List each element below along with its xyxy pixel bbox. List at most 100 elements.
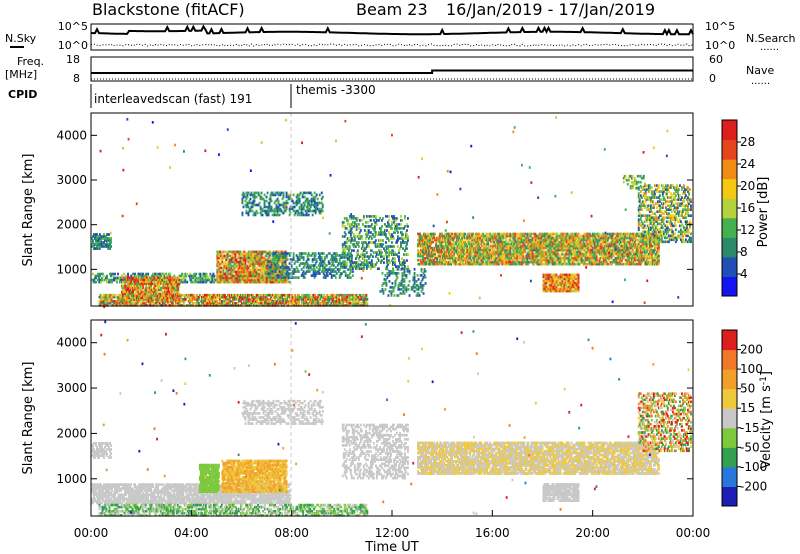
- power-cell: [266, 274, 269, 277]
- power-cell: [248, 270, 251, 274]
- power-cell: [243, 256, 246, 260]
- power-cell: [431, 250, 433, 254]
- power-cell: [170, 288, 173, 292]
- power-cell: [206, 293, 209, 297]
- power-cell: [381, 259, 383, 262]
- power-cell: [278, 272, 281, 276]
- power-cell: [294, 300, 297, 303]
- power-cell: [457, 238, 460, 242]
- power-cell: [136, 296, 139, 300]
- power-cell: [255, 270, 258, 274]
- power-cell: [103, 295, 106, 299]
- power-cell: [254, 262, 257, 266]
- power-cell: [223, 272, 226, 276]
- power-cell: [228, 264, 231, 268]
- power-cell: [401, 278, 404, 281]
- power-cell: [306, 293, 309, 297]
- power-cell: [250, 268, 253, 272]
- power-cell: [117, 304, 120, 307]
- power-cell: [366, 221, 369, 224]
- power-cell: [350, 237, 353, 240]
- power-cell: [394, 263, 396, 266]
- power-cell: [449, 254, 452, 258]
- power-cell: [426, 236, 428, 240]
- power-cell: [287, 276, 290, 280]
- power-cell: [317, 270, 320, 273]
- power-cell: [148, 286, 151, 290]
- power-cell: [255, 203, 258, 207]
- power-cell: [241, 304, 243, 307]
- power-cell: [309, 298, 312, 301]
- power-cell: [268, 262, 271, 266]
- power-cell: [446, 236, 449, 240]
- power-cell: [218, 264, 221, 268]
- power-cell: [247, 266, 250, 270]
- power-cell: [153, 290, 156, 294]
- power-cell: [133, 284, 135, 288]
- power-cell: [153, 286, 156, 290]
- power-cell: [99, 304, 102, 307]
- power-cell: [385, 215, 387, 218]
- power-cell: [426, 256, 428, 260]
- power-cell: [174, 282, 177, 286]
- power-cell: [176, 304, 179, 307]
- power-cell: [348, 247, 351, 250]
- power-cell: [381, 284, 384, 287]
- power-cell: [453, 258, 456, 262]
- power-cell: [363, 259, 366, 262]
- power-cell: [96, 245, 98, 248]
- power-cell: [301, 298, 304, 301]
- power-cell: [220, 302, 223, 305]
- power-cell: [462, 250, 465, 254]
- power-cell: [297, 295, 300, 299]
- power-cell: [225, 304, 228, 307]
- power-cell: [362, 293, 365, 297]
- power-cell: [228, 276, 231, 280]
- power-cell: [241, 254, 244, 258]
- power-cell: [262, 302, 264, 305]
- power-cell: [277, 256, 280, 259]
- power-cell: [264, 250, 267, 254]
- power-cell: [340, 293, 343, 297]
- power-cell: [244, 258, 247, 262]
- power-cell: [401, 276, 404, 279]
- power-cell: [387, 274, 390, 277]
- power-cell: [277, 293, 279, 297]
- power-cell: [144, 278, 147, 282]
- power-cell: [194, 278, 197, 282]
- power-cell: [247, 211, 250, 215]
- power-cell: [350, 298, 353, 301]
- power-cell: [398, 265, 400, 268]
- power-cell: [249, 268, 252, 272]
- power-cell: [460, 234, 463, 238]
- power-cell: [106, 239, 108, 242]
- power-cell: [250, 280, 253, 284]
- power-cell: [141, 292, 144, 296]
- power-cell: [387, 245, 389, 248]
- power-cell: [221, 260, 224, 264]
- power-cell: [279, 276, 282, 280]
- power-cell: [462, 240, 465, 244]
- power-cell: [280, 203, 283, 207]
- power-cell: [468, 232, 471, 236]
- power-cell: [104, 278, 106, 282]
- power-cell: [301, 293, 304, 297]
- power-cell: [236, 280, 239, 284]
- power-cell: [147, 302, 150, 305]
- power-cell: [210, 298, 213, 301]
- power-cell: [103, 274, 105, 278]
- power-cell: [281, 250, 284, 254]
- power-cell: [338, 276, 341, 279]
- power-cell: [463, 240, 466, 244]
- power-cell: [334, 295, 337, 299]
- power-cell: [393, 245, 395, 248]
- power-cell: [293, 213, 296, 217]
- power-cell: [216, 274, 219, 278]
- power-cell: [243, 258, 246, 262]
- power-cell: [279, 298, 281, 301]
- power-cell: [276, 274, 279, 277]
- power-cell: [287, 268, 290, 271]
- power-cell: [349, 298, 352, 301]
- power-cell: [239, 280, 242, 284]
- power-cell: [275, 280, 278, 284]
